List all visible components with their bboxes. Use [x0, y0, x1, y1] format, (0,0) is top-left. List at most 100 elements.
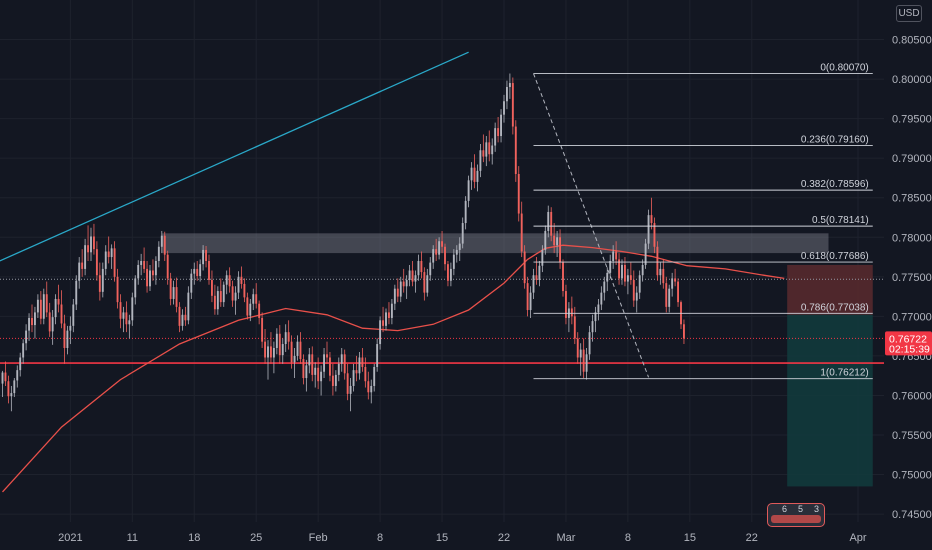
candle [78, 262, 81, 281]
y-axis-tick-label: 0.74500 [892, 509, 932, 521]
candle [544, 230, 547, 250]
candle [653, 223, 656, 247]
chart-zones [161, 233, 873, 487]
candle [500, 114, 502, 137]
y-axis-tick-label: 0.80500 [892, 35, 932, 47]
candle [95, 249, 98, 276]
candle [550, 211, 553, 236]
candle [452, 254, 455, 269]
candle [541, 249, 544, 266]
candle [163, 235, 166, 255]
candle [334, 374, 337, 386]
candle [231, 286, 234, 301]
candle [576, 338, 579, 358]
candle [559, 237, 561, 263]
chart-axes[interactable]: 0.745000.750000.755000.760000.765000.770… [58, 35, 932, 544]
candle [101, 268, 104, 292]
x-axis-tick-label: 18 [188, 532, 200, 544]
candle [202, 249, 205, 265]
candle [302, 359, 305, 379]
candle [48, 312, 51, 332]
candle [624, 264, 626, 282]
candle [399, 281, 402, 297]
candle [355, 370, 358, 374]
candlesticks [1, 73, 685, 412]
candle [172, 287, 175, 299]
candle [438, 241, 441, 255]
candle [93, 236, 95, 250]
candle [405, 279, 408, 287]
candle [211, 279, 213, 296]
candle [379, 320, 382, 345]
moving-average [2, 244, 785, 493]
candle [81, 262, 84, 269]
candle [337, 363, 340, 375]
x-axis-tick-label: Feb [309, 532, 328, 544]
candle [662, 268, 665, 284]
candle [140, 261, 143, 265]
fib-level-label: 0.786(0.77038) [801, 302, 869, 313]
candle [538, 265, 541, 280]
legend-caption [771, 515, 821, 523]
bar-countdown-label: 02:15:39 [889, 343, 930, 355]
y-axis-tick-label: 0.76000 [892, 390, 932, 402]
currency-badge[interactable]: USD [896, 5, 922, 22]
candle [146, 268, 148, 287]
x-axis-tick-label: 22 [498, 532, 510, 544]
y-axis-tick-label: 0.78500 [892, 193, 932, 205]
candle [426, 275, 429, 293]
candle [553, 235, 556, 246]
candle [4, 372, 7, 382]
candle [270, 346, 272, 358]
candle [228, 275, 231, 287]
candle [234, 292, 237, 301]
candle [508, 83, 511, 87]
candle [432, 249, 435, 263]
candle [1, 372, 4, 384]
fib-level-label: 0.618(0.77686) [801, 251, 869, 262]
candle [255, 294, 258, 304]
candle [458, 243, 461, 250]
candle [364, 366, 367, 382]
candle [60, 304, 63, 324]
candle [565, 291, 567, 318]
candle [175, 287, 178, 307]
candle [113, 248, 116, 277]
fib-level-label: 0(0.80070) [820, 63, 868, 74]
take-profit-zone [787, 314, 873, 487]
candle [632, 279, 635, 301]
candle [267, 346, 269, 358]
x-axis-tick-label: 2021 [58, 532, 82, 544]
candle [208, 261, 210, 280]
y-axis-tick-label: 0.75500 [892, 430, 932, 442]
candle [152, 270, 154, 276]
candle [402, 281, 405, 287]
candle [36, 299, 39, 313]
candle [514, 126, 517, 174]
x-axis-tick-label: 8 [625, 532, 631, 544]
fib-level-label: 1(0.76212) [820, 368, 868, 379]
candle [444, 246, 446, 265]
candle [69, 325, 72, 331]
indicator-legend[interactable]: 6 5 3 [767, 503, 825, 527]
candle [16, 370, 19, 381]
candle [635, 292, 638, 301]
candle [137, 264, 140, 279]
candle [107, 251, 110, 258]
candle [104, 251, 107, 269]
candle [417, 261, 420, 276]
candle [429, 262, 432, 276]
candle [526, 283, 529, 311]
candle [219, 291, 222, 303]
last-price-label: 0.76722 [889, 333, 927, 345]
candle [66, 330, 69, 348]
candle [98, 275, 101, 292]
candle [143, 261, 146, 269]
candle [638, 275, 641, 293]
fibonacci-retracement[interactable]: 0(0.80070) 0.236(0.79160) 0.382(0.78596) 0.… [533, 63, 873, 380]
candle [329, 357, 331, 376]
legend-value: 5 [798, 504, 804, 514]
candle [547, 211, 550, 231]
